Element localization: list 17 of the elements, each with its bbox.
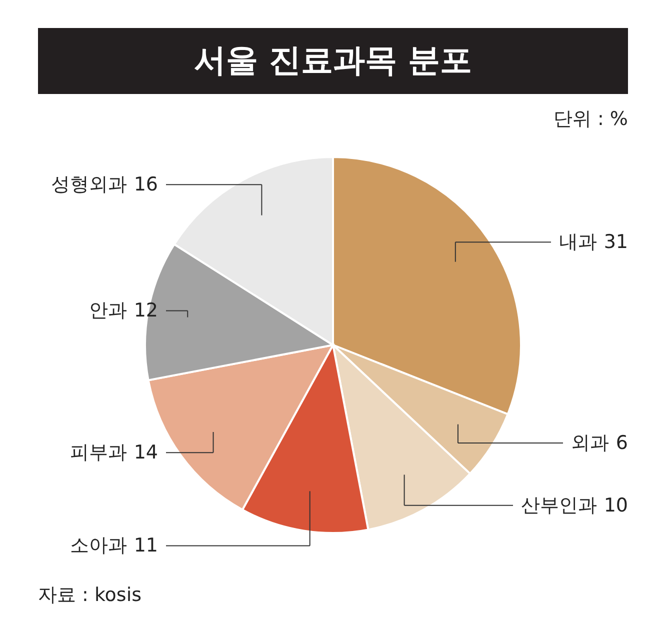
slice-label: 내과	[559, 231, 597, 254]
data-label: 10	[604, 494, 628, 516]
slice-label: 산부인과	[521, 494, 597, 516]
slice-label: 소아과	[70, 534, 127, 557]
data-label: 11	[134, 534, 158, 557]
slice-label: 성형외과	[51, 174, 127, 196]
slice-label: 외과	[571, 432, 609, 454]
data-label: 31	[604, 231, 628, 254]
data-label: 16	[134, 174, 158, 196]
data-label: 14	[134, 442, 158, 464]
slice-label: 피부과	[70, 442, 127, 464]
data-label: 12	[134, 300, 158, 322]
text: 자료 : kosis	[38, 583, 142, 608]
chart-subtitle: 단위 : %	[553, 107, 628, 132]
slice-label: 안과	[89, 300, 127, 322]
data-label: 6	[616, 432, 628, 454]
chart-title: 서울 진료과목 분포	[38, 28, 628, 94]
